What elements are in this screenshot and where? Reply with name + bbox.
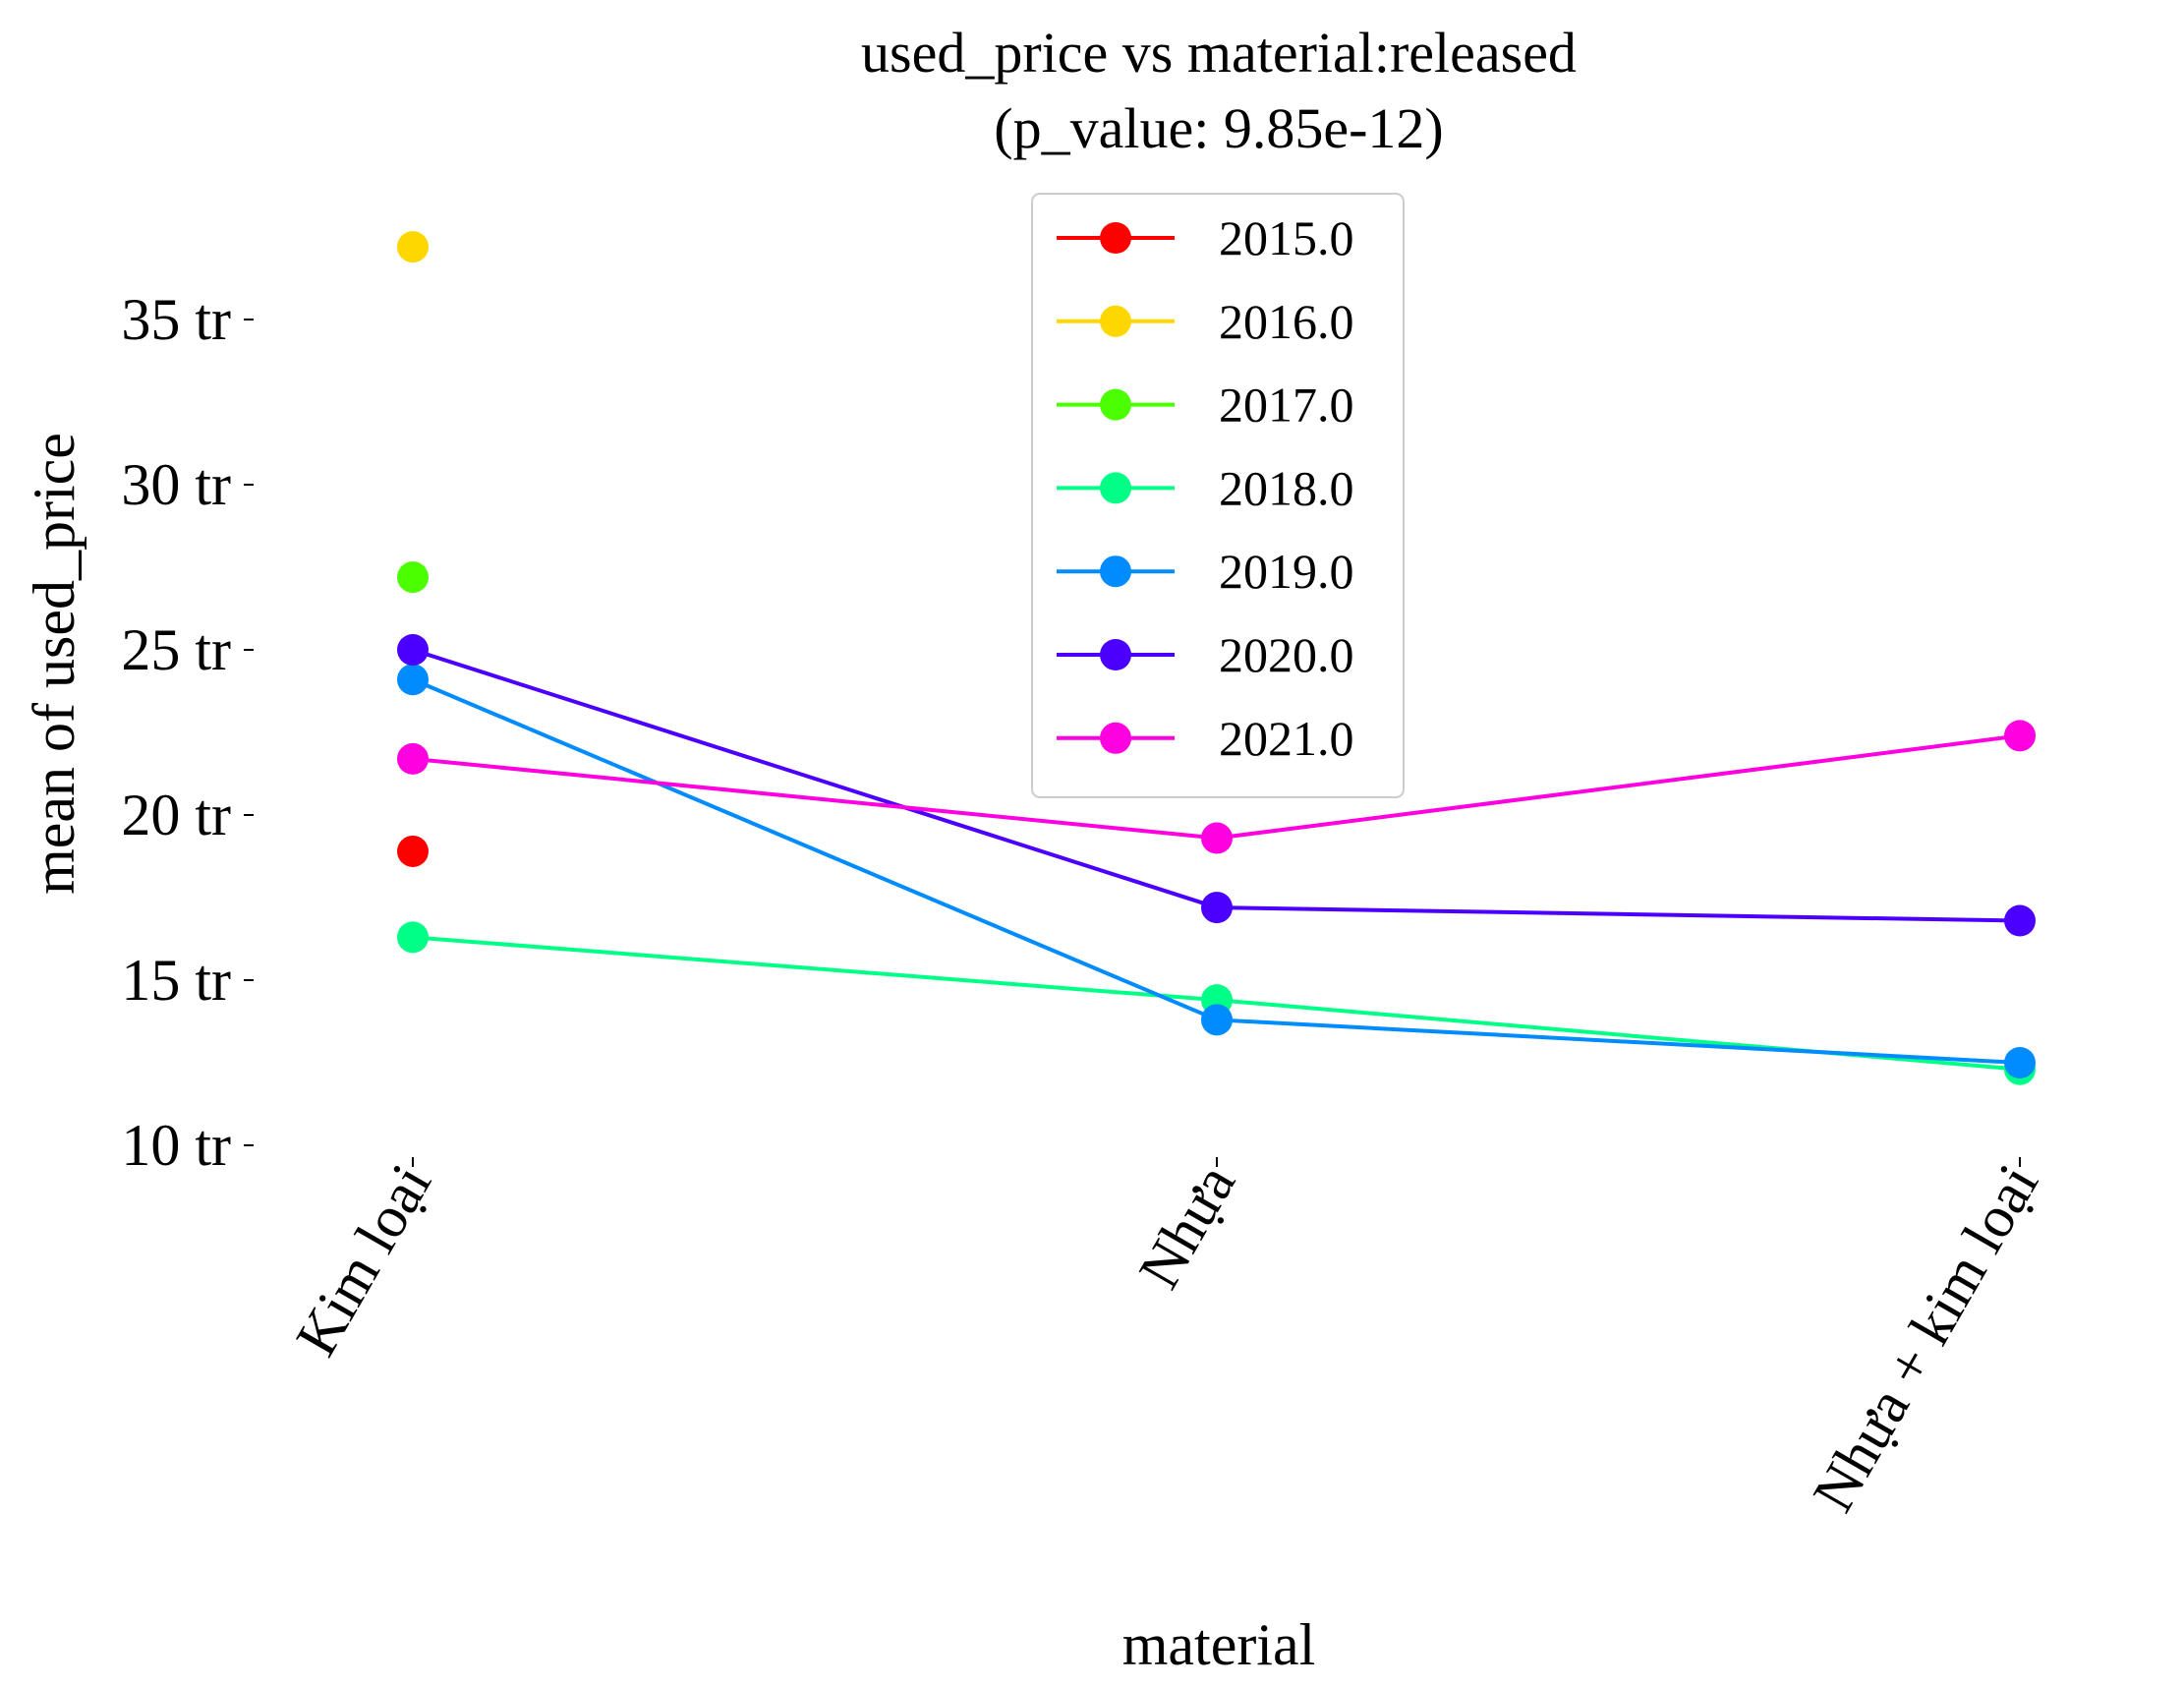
data-point	[1201, 1004, 1233, 1036]
x-tick-label: Nhựa + kim loại	[1801, 1154, 2050, 1523]
data-point	[1201, 822, 1233, 854]
legend-item: 2019.0	[1057, 544, 1354, 599]
series-2021.0	[397, 720, 2036, 854]
y-tick-label: 25 tr	[121, 617, 231, 682]
legend-item: 2015.0	[1057, 210, 1354, 265]
legend-label: 2020.0	[1219, 627, 1354, 682]
x-axis: Kim loại Nhựa Nhựa + kim loại	[283, 1154, 2050, 1523]
legend-item: 2020.0	[1057, 627, 1354, 682]
legend-label: 2021.0	[1219, 711, 1354, 766]
legend-item: 2021.0	[1057, 711, 1354, 766]
y-tick-label: 30 tr	[121, 452, 231, 517]
legend-marker	[1100, 555, 1131, 588]
plot-area	[397, 231, 2036, 1085]
legend-marker	[1100, 639, 1131, 670]
legend-marker	[1100, 222, 1131, 254]
x-axis-label: material	[1122, 1612, 1316, 1677]
y-tick-label: 15 tr	[121, 948, 231, 1013]
data-point	[2004, 904, 2036, 937]
data-point	[397, 231, 429, 263]
data-point	[2004, 720, 2036, 752]
legend-marker	[1100, 388, 1131, 421]
data-point	[397, 664, 429, 696]
chart-title-line-1: used_price vs material:released	[861, 21, 1577, 85]
legend-marker	[1100, 472, 1131, 504]
data-point	[397, 835, 429, 867]
y-axis: 10 tr 15 tr 20 tr 25 tr 30 tr 35 tr	[121, 287, 254, 1178]
data-point	[397, 921, 429, 954]
series-2020.0	[397, 634, 2036, 937]
y-tick-label: 10 tr	[121, 1113, 231, 1178]
x-tick-label: Kim loại	[283, 1154, 443, 1367]
data-point	[2004, 1047, 2036, 1078]
legend-item: 2018.0	[1057, 460, 1354, 515]
legend: 2015.0 2016.0 2017.0 2018.0 2019.0 2020.0 2021…	[1031, 193, 1405, 798]
series-2017.0	[397, 561, 429, 594]
series-2018.0	[397, 921, 2036, 1085]
legend-item: 2016.0	[1057, 294, 1354, 349]
data-point	[1201, 892, 1233, 924]
legend-label: 2019.0	[1219, 544, 1354, 599]
data-point	[397, 634, 429, 666]
series-2016.0	[397, 231, 429, 263]
legend-label: 2017.0	[1219, 378, 1354, 433]
legend-label: 2016.0	[1219, 294, 1354, 349]
series-2015.0	[397, 835, 429, 867]
y-tick-label: 35 tr	[121, 287, 231, 352]
x-tick-label: Nhựa	[1126, 1154, 1247, 1300]
series-2019.0	[397, 664, 2036, 1078]
y-axis-label: mean of used_price	[22, 433, 86, 895]
data-point	[397, 742, 429, 775]
data-point	[397, 561, 429, 594]
legend-label: 2018.0	[1219, 460, 1354, 515]
chart-title-line-2: (p_value: 9.85e-12)	[994, 96, 1443, 160]
legend-marker	[1100, 305, 1131, 337]
legend-marker	[1100, 722, 1131, 754]
y-tick-label: 20 tr	[121, 783, 231, 847]
legend-label: 2015.0	[1219, 210, 1354, 265]
legend-item: 2017.0	[1057, 378, 1354, 433]
